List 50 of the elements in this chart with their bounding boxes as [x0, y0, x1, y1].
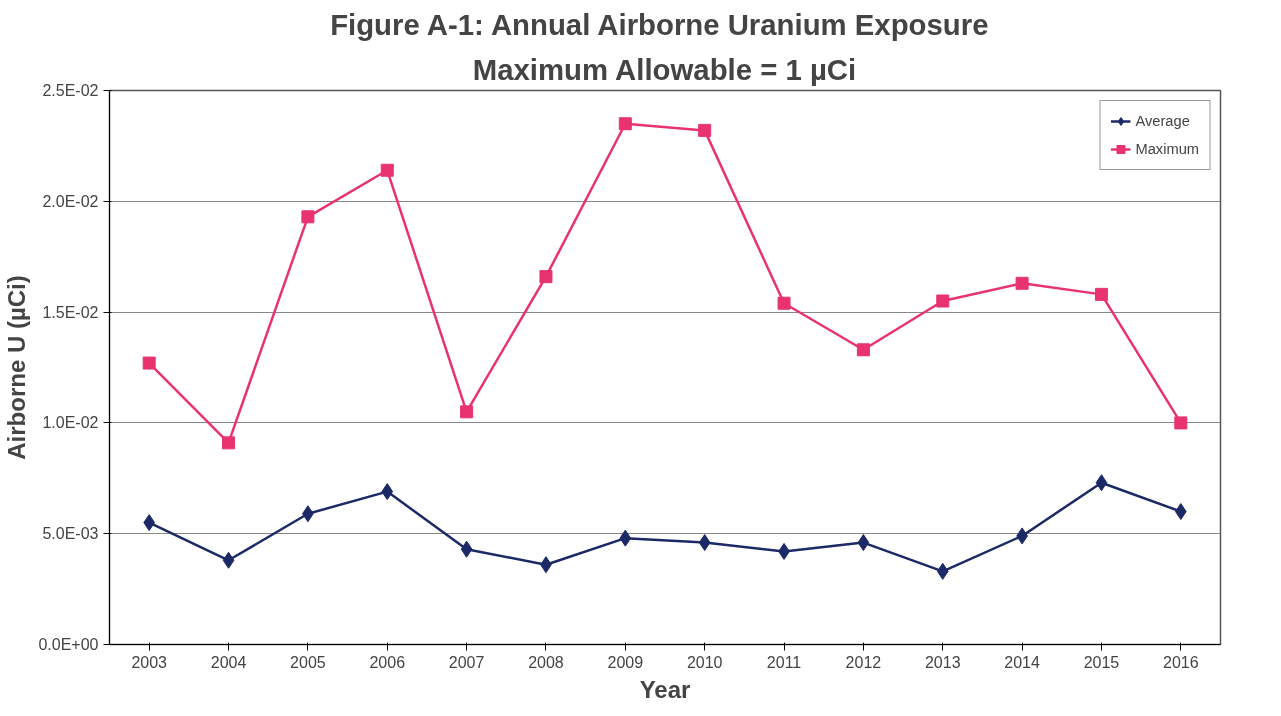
point	[381, 483, 394, 501]
x-tick-label: 2004	[210, 653, 247, 671]
y-tick-label: 1.5E-02	[42, 303, 99, 321]
point	[1095, 474, 1108, 492]
x-tick-label: 2009	[607, 653, 644, 671]
point	[1174, 416, 1188, 430]
legend-label: Maximum	[1135, 141, 1199, 157]
point	[1174, 503, 1187, 521]
x-tick-label: 2010	[686, 653, 723, 671]
point	[1094, 287, 1108, 301]
point	[380, 163, 394, 177]
point	[698, 534, 711, 552]
x-tick-label: 2008	[528, 653, 564, 671]
point	[698, 123, 712, 137]
point	[143, 514, 156, 532]
point	[460, 540, 473, 558]
point	[777, 296, 791, 310]
x-tick-label: 2005	[290, 653, 326, 671]
point	[1015, 276, 1029, 290]
point	[936, 562, 949, 580]
point	[936, 294, 950, 308]
point	[301, 210, 315, 224]
chart-title: Figure A-1: Annual Airborne Uranium Exposure	[330, 7, 989, 41]
x-tick-label: 2007	[448, 653, 485, 671]
x-tick-label: 2011	[766, 653, 802, 671]
point	[856, 343, 870, 357]
x-tick-label: 2012	[845, 653, 882, 671]
y-tick-label: 0.0E+00	[38, 636, 99, 653]
y-tick-label: 1.0E-02	[42, 414, 99, 432]
point	[460, 405, 474, 419]
legend-label: Average	[1135, 113, 1190, 129]
point	[857, 534, 870, 552]
y-tick-label: 2.5E-02	[42, 82, 99, 99]
y-tick-label: 2.0E-02	[42, 192, 99, 210]
x-axis-title: Year	[639, 675, 691, 703]
x-tick-label: 2006	[369, 653, 406, 671]
x-tick-label: 2013	[924, 653, 961, 671]
x-tick-label: 2015	[1083, 653, 1120, 671]
point	[222, 436, 236, 450]
y-axis-title: Airborne U (µCi)	[3, 275, 31, 460]
point	[539, 270, 553, 284]
point	[618, 117, 632, 131]
x-tick-label: 2003	[131, 653, 168, 671]
point	[142, 356, 156, 370]
y-tick-label: 5.0E-03	[42, 525, 99, 543]
point	[619, 529, 632, 547]
chart-subtitle: Maximum Allowable = 1 µCi	[472, 52, 857, 86]
point	[222, 551, 235, 569]
x-tick-label: 2016	[1163, 653, 1199, 671]
x-tick-label: 2014	[1004, 653, 1041, 671]
